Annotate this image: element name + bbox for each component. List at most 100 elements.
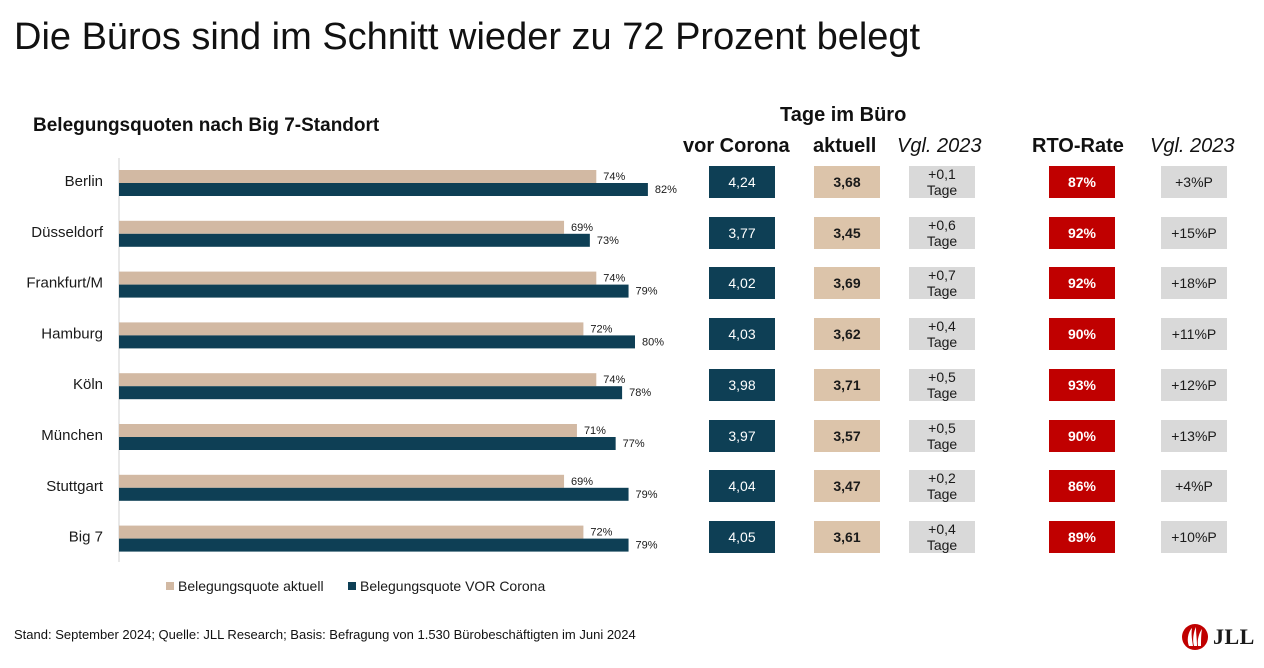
vgl-days-value: +0,5: [928, 369, 956, 385]
data-label-vor-corona: 77%: [623, 438, 645, 450]
data-label-vor-corona: 79%: [636, 489, 658, 501]
cell-rto-rate: 89%: [1049, 521, 1115, 553]
bar-vor-corona: [119, 183, 648, 196]
legend-label-vor-corona: Belegungsquote VOR Corona: [360, 578, 546, 594]
cell-vgl-2023-days: +0,2 Tage: [909, 470, 975, 502]
cell-rto-rate: 86%: [1049, 470, 1115, 502]
vgl-days-unit: Tage: [926, 486, 958, 502]
cell-vgl-2023-rto: +11%P: [1161, 318, 1227, 350]
bar-aktuell: [119, 474, 565, 488]
data-label-aktuell: 72%: [590, 323, 612, 335]
cell-aktuell: 3,68: [814, 166, 880, 198]
bar-aktuell: [119, 525, 584, 539]
cell-aktuell: 3,62: [814, 318, 880, 350]
cell-vgl-2023-rto: +10%P: [1161, 521, 1227, 553]
jll-logo: JLL: [1180, 622, 1255, 652]
cell-aktuell: 3,61: [814, 521, 880, 553]
cell-aktuell: 3,69: [814, 267, 880, 299]
vgl-days-unit: Tage: [926, 385, 958, 401]
legend-item-vor-corona: Belegungsquote VOR Corona: [348, 578, 545, 594]
cell-vgl-2023-rto: +4%P: [1161, 470, 1227, 502]
cell-vgl-2023-days: +0,4 Tage: [909, 318, 975, 350]
bar-aktuell: [119, 373, 597, 387]
cell-vor-corona: 3,98: [709, 369, 775, 401]
data-label-aktuell: 72%: [590, 527, 612, 539]
cell-aktuell: 3,57: [814, 420, 880, 452]
bar-vor-corona: [119, 233, 590, 247]
source-footer: Stand: September 2024; Quelle: JLL Resea…: [14, 627, 636, 642]
cell-vgl-2023-rto: +3%P: [1161, 166, 1227, 198]
cell-aktuell: 3,71: [814, 369, 880, 401]
header-rto-rate: RTO-Rate: [1032, 135, 1124, 157]
data-label-aktuell: 74%: [603, 171, 625, 183]
bar-aktuell: [119, 322, 584, 336]
cell-vgl-2023-days: +0,7 Tage: [909, 267, 975, 299]
cell-vgl-2023-rto: +18%P: [1161, 267, 1227, 299]
bar-aktuell: [119, 271, 597, 285]
data-label-aktuell: 74%: [603, 374, 625, 386]
cell-rto-rate: 92%: [1049, 217, 1115, 249]
cell-vor-corona: 3,97: [709, 420, 775, 452]
header-aktuell: aktuell: [813, 135, 877, 157]
category-label: Big 7: [69, 529, 103, 546]
vgl-days-unit: Tage: [926, 182, 958, 198]
cell-vor-corona: 3,77: [709, 217, 775, 249]
cell-vor-corona: 4,03: [709, 318, 775, 350]
data-label-vor-corona: 73%: [597, 235, 619, 247]
cell-vgl-2023-rto: +12%P: [1161, 369, 1227, 401]
data-label-aktuell: 71%: [584, 425, 606, 437]
bar-aktuell: [119, 424, 577, 437]
data-label-aktuell: 69%: [571, 222, 593, 234]
data-label-aktuell: 69%: [571, 476, 593, 488]
category-label: München: [41, 427, 103, 444]
jll-flame-logo-icon: [1182, 624, 1208, 650]
bar-vor-corona: [119, 386, 623, 400]
cell-aktuell: 3,47: [814, 470, 880, 502]
cell-aktuell: 3,45: [814, 217, 880, 249]
cell-vgl-2023-days: +0,1 Tage: [909, 166, 975, 198]
cell-vgl-2023-days: +0,5 Tage: [909, 369, 975, 401]
header-vor-corona: vor Corona: [683, 135, 790, 157]
data-label-vor-corona: 78%: [629, 387, 651, 399]
vgl-days-value: +0,7: [928, 267, 956, 283]
category-label: Köln: [73, 376, 103, 393]
vgl-days-unit: Tage: [926, 537, 958, 553]
category-label: Düsseldorf: [31, 224, 104, 241]
bar-vor-corona: [119, 284, 629, 298]
vgl-days-value: +0,5: [928, 420, 956, 436]
bar-vor-corona: [119, 335, 635, 349]
cell-rto-rate: 92%: [1049, 267, 1115, 299]
page-title: Die Büros sind im Schnitt wieder zu 72 P…: [14, 16, 921, 58]
legend-item-aktuell: Belegungsquote aktuell: [166, 578, 324, 594]
chart-subtitle: Belegungsquoten nach Big 7-Standort: [33, 115, 380, 136]
occupancy-bar-chart: Berlin 74% 82% Düsseldorf 69% 73% Frankfurt/M 7…: [26, 158, 677, 562]
cell-rto-rate: 90%: [1049, 318, 1115, 350]
data-label-vor-corona: 79%: [636, 540, 658, 552]
legend-swatch-vor-corona: [348, 582, 356, 591]
cell-vgl-2023-rto: +15%P: [1161, 217, 1227, 249]
cell-vor-corona: 4,05: [709, 521, 775, 553]
header-tage-im-buero: Tage im Büro: [780, 104, 907, 126]
vgl-days-unit: Tage: [926, 334, 958, 350]
category-label: Berlin: [65, 173, 103, 190]
cell-vgl-2023-days: +0,6 Tage: [909, 217, 975, 249]
cell-vor-corona: 4,02: [709, 267, 775, 299]
vgl-days-value: +0,6: [928, 217, 956, 233]
category-label: Stuttgart: [46, 478, 104, 495]
bar-vor-corona: [119, 538, 629, 552]
bar-vor-corona: [119, 487, 629, 501]
legend-swatch-aktuell: [166, 582, 174, 591]
header-vgl-2023-rto: Vgl. 2023: [1150, 135, 1235, 157]
header-vgl-2023-days: Vgl. 2023: [897, 135, 982, 157]
vgl-days-value: +0,1: [928, 166, 956, 182]
vgl-days-unit: Tage: [926, 436, 958, 452]
data-label-aktuell: 74%: [603, 273, 625, 285]
cell-rto-rate: 93%: [1049, 369, 1115, 401]
category-label: Hamburg: [41, 325, 103, 342]
legend-label-aktuell: Belegungsquote aktuell: [178, 578, 324, 594]
vgl-days-value: +0,4: [928, 318, 956, 334]
category-label: Frankfurt/M: [26, 275, 103, 292]
cell-rto-rate: 90%: [1049, 420, 1115, 452]
cell-vor-corona: 4,24: [709, 166, 775, 198]
vgl-days-unit: Tage: [926, 233, 958, 249]
